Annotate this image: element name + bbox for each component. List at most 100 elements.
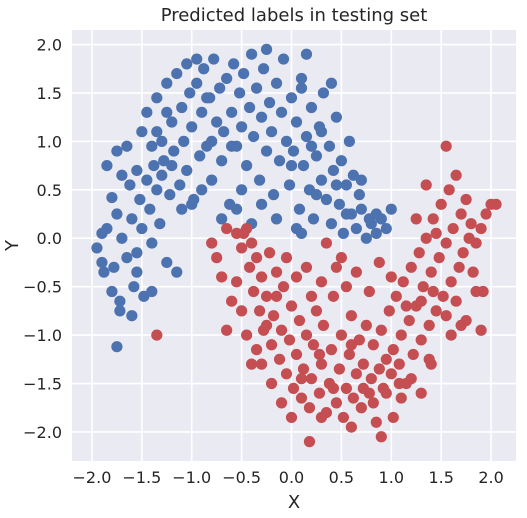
data-point — [236, 121, 248, 133]
data-point — [477, 285, 489, 298]
data-point — [315, 276, 328, 288]
data-point — [340, 179, 352, 191]
data-point — [265, 377, 278, 390]
data-point — [393, 358, 405, 370]
data-point — [295, 227, 308, 239]
data-point — [355, 203, 367, 215]
data-point — [231, 203, 243, 215]
data-point — [315, 174, 328, 186]
data-point — [241, 159, 253, 172]
data-point — [367, 339, 379, 351]
data-point — [315, 411, 328, 424]
data-point — [151, 126, 163, 138]
data-point — [327, 382, 340, 394]
data-point — [427, 213, 439, 225]
data-point — [363, 285, 375, 298]
data-point — [337, 227, 349, 239]
data-point — [475, 222, 487, 235]
data-point — [221, 72, 233, 85]
data-point — [241, 329, 253, 341]
data-point — [305, 290, 318, 302]
data-point — [437, 290, 449, 302]
x-tick-label: 0.5 — [329, 468, 354, 487]
x-tick-labels: −2.0 −1.5 −1.0 −0.5 0.0 0.5 1.0 1.5 2.0 — [73, 468, 504, 487]
data-point — [174, 179, 186, 191]
data-point — [435, 198, 447, 210]
data-point — [236, 242, 248, 254]
data-point — [260, 43, 273, 55]
data-point — [333, 198, 345, 210]
data-point — [161, 256, 173, 269]
data-point — [405, 261, 417, 273]
data-point — [445, 276, 457, 288]
data-point — [250, 344, 263, 356]
data-point — [375, 431, 387, 443]
data-point — [216, 271, 228, 283]
data-point — [400, 300, 412, 312]
data-point — [317, 87, 330, 99]
data-point — [317, 319, 330, 332]
data-point — [335, 329, 347, 341]
data-point — [114, 305, 126, 317]
x-tick-label: −0.5 — [222, 468, 261, 487]
data-point — [303, 436, 316, 448]
data-point — [290, 271, 303, 283]
data-point — [194, 150, 206, 162]
data-point — [315, 358, 328, 370]
data-point — [275, 324, 288, 336]
data-point — [116, 169, 128, 181]
data-point — [450, 169, 462, 181]
data-point — [106, 191, 118, 204]
data-point — [216, 155, 228, 167]
data-point — [108, 261, 120, 273]
data-point — [214, 82, 226, 94]
data-point — [184, 87, 196, 99]
y-tick-label: −2.0 — [23, 423, 62, 442]
data-point — [247, 285, 260, 298]
data-point — [333, 363, 345, 375]
data-point — [375, 324, 387, 336]
data-point — [395, 392, 407, 404]
data-point — [373, 363, 385, 375]
data-point — [221, 324, 233, 336]
data-point — [387, 411, 399, 424]
data-point — [171, 266, 183, 278]
y-tick-label: 0.0 — [37, 229, 62, 248]
data-point — [337, 411, 349, 424]
data-point — [178, 135, 190, 147]
data-point — [257, 63, 270, 75]
data-point — [260, 319, 273, 332]
data-point — [255, 111, 268, 123]
data-point — [206, 135, 218, 147]
data-point — [146, 285, 158, 298]
data-point — [350, 222, 362, 235]
data-point — [277, 53, 290, 65]
data-point — [347, 392, 359, 404]
data-point — [270, 290, 283, 302]
data-point — [440, 237, 452, 249]
data-point — [146, 140, 158, 152]
data-point — [121, 252, 133, 264]
data-point — [216, 213, 228, 225]
data-point — [131, 164, 143, 177]
data-point — [420, 179, 432, 191]
data-point — [198, 63, 210, 75]
data-point — [166, 159, 178, 172]
data-point — [475, 324, 487, 336]
data-point — [490, 198, 502, 210]
data-point — [327, 164, 340, 177]
data-point — [267, 310, 280, 322]
data-point — [455, 208, 467, 220]
data-point — [295, 72, 308, 85]
data-point — [277, 281, 290, 293]
y-tick-label: −1.0 — [23, 326, 62, 345]
data-point — [221, 222, 233, 235]
data-point — [407, 348, 419, 361]
y-tick-label: −0.5 — [23, 278, 62, 297]
data-point — [375, 213, 387, 225]
data-point — [250, 252, 263, 264]
data-point — [260, 290, 273, 302]
data-point — [287, 145, 300, 157]
data-point — [176, 101, 188, 114]
